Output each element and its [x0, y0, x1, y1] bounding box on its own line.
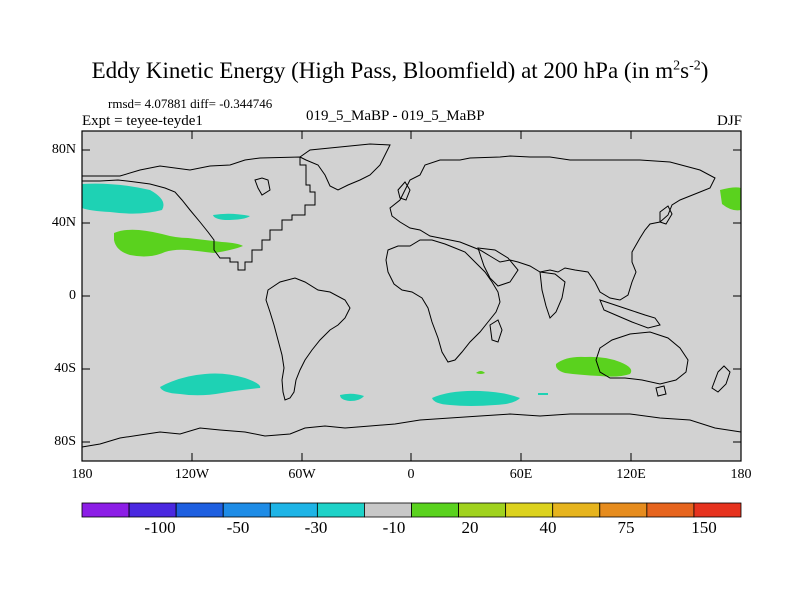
coast-eurasia: [389, 155, 716, 301]
coast-indonesia: [599, 299, 661, 329]
colorbar-box: [599, 502, 648, 518]
coast-greenland: [299, 143, 391, 191]
colorbar-box: [505, 502, 554, 518]
anomaly-southern-indian-negative: [432, 390, 520, 406]
season-label: DJF: [716, 113, 742, 129]
coast-japan: [659, 205, 673, 225]
stats-label: rmsd= 4.07881 diff= -0.344746: [108, 96, 273, 111]
colorbar-box: [693, 502, 742, 518]
lon-label-60e: 60E: [509, 467, 533, 482]
coast-uk: [397, 181, 411, 201]
coast-hudson-bay: [254, 177, 271, 196]
coast-new-zealand: [711, 365, 731, 393]
colorbar-box: [222, 502, 271, 518]
experiment-label: Expt = teyee-teyde1: [82, 113, 203, 129]
coast-australia: [595, 331, 689, 385]
colorbar-label: 20: [461, 518, 479, 537]
coast-africa: [385, 239, 501, 363]
coast-south-america: [265, 277, 351, 401]
colorbar-label: -50: [226, 518, 250, 537]
coast-arabia: [477, 247, 519, 287]
map-background: [82, 131, 741, 461]
lon-label-120w: 120W: [174, 467, 210, 482]
colorbar-label: -10: [382, 518, 406, 537]
plot-title: Eddy Kinetic Energy (High Pass, Bloomfie…: [91, 58, 709, 83]
coast-madagascar: [489, 319, 503, 343]
colorbar-box: [269, 502, 318, 518]
coast-antarctica: [81, 413, 742, 448]
lat-label-80n: 80N: [51, 142, 76, 157]
lat-label-80s: 80S: [54, 434, 76, 449]
coastlines: [81, 143, 742, 448]
lon-label-180e: 180: [730, 467, 752, 482]
colorbar-box: [175, 502, 224, 518]
lat-label-40n: 40N: [51, 215, 76, 230]
anomaly-east-pacific-positive: [720, 187, 741, 211]
lon-label-120e: 120E: [616, 467, 646, 482]
colorbar-box: [458, 502, 507, 518]
anomaly-south-pacific-negative: [160, 373, 261, 396]
anomaly-small-positive: [476, 371, 485, 374]
colorbar-label: 75: [617, 518, 635, 537]
lon-label-0: 0: [407, 467, 415, 482]
anomaly-gulf-alaska-negative: [213, 213, 250, 220]
anomaly-south-indian-positive: [555, 356, 632, 377]
colorbar-box: [364, 502, 412, 518]
case-label: 019_5_MaBP - 019_5_MaBP: [306, 108, 485, 124]
colorbar-box: [646, 502, 695, 518]
anomaly-south-atlantic-negative: [340, 393, 364, 401]
colorbar-box: [81, 502, 130, 518]
coast-tasmania: [655, 385, 667, 397]
colorbar-label: -100: [144, 518, 176, 537]
colorbar-label: 150: [691, 518, 717, 537]
coast-north-america: [82, 156, 316, 271]
lon-label-180w: 180: [71, 467, 93, 482]
colorbar-box: [552, 502, 601, 518]
anomaly-pacific-jet-positive: [114, 229, 243, 257]
colorbar-box: [411, 502, 459, 518]
anomaly-north-pacific-negative: [82, 183, 164, 214]
lat-label-40s: 40S: [54, 361, 76, 376]
colorbar: [81, 502, 742, 518]
colorbar-box: [316, 502, 365, 518]
colorbar-label: -30: [304, 518, 328, 537]
coast-india: [539, 271, 566, 319]
axis-ticks: [81, 131, 742, 461]
lon-label-60w: 60W: [288, 467, 316, 482]
lat-label-0: 0: [69, 288, 76, 303]
anomaly-tiny-negative: [538, 393, 548, 395]
colorbar-label: 40: [539, 518, 557, 537]
colorbar-box: [128, 502, 177, 518]
